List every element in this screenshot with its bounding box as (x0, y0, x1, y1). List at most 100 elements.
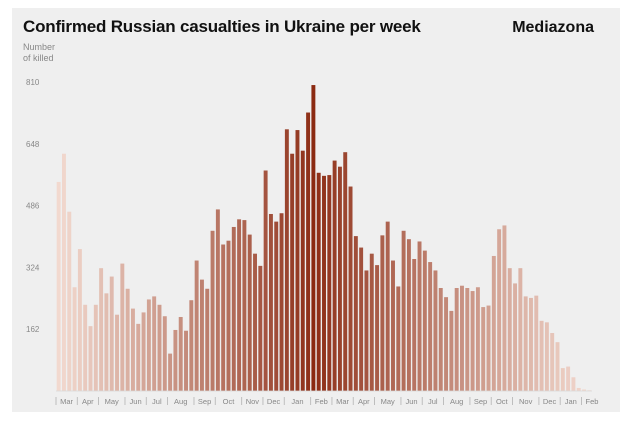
bar (513, 283, 518, 391)
bar (274, 221, 279, 391)
bar (555, 342, 560, 391)
bar (343, 152, 348, 391)
bar (300, 150, 305, 391)
bar (560, 368, 565, 391)
bar (316, 172, 321, 391)
bar (189, 300, 194, 391)
y-axis-label: Number of killed (23, 42, 55, 64)
bar (221, 244, 226, 391)
month-label: Apr (358, 397, 370, 406)
bar (210, 230, 215, 391)
y-axis-label-line-1: Number (23, 42, 56, 52)
bar (146, 299, 151, 391)
bar (242, 220, 247, 391)
bar (444, 297, 449, 391)
bar (337, 166, 342, 391)
bar (428, 262, 433, 391)
bar (194, 260, 199, 391)
bar (173, 329, 178, 391)
bar (72, 287, 77, 391)
bar (396, 286, 401, 391)
bar (534, 295, 539, 391)
month-label: Mar (336, 397, 349, 406)
bar (284, 129, 289, 392)
month-label: May (105, 397, 119, 406)
bar (322, 175, 326, 391)
bar (104, 293, 109, 391)
bar (497, 229, 502, 391)
month-label: Jan (565, 397, 577, 406)
bar (215, 209, 220, 391)
month-label: Jun (130, 397, 142, 406)
bar (56, 181, 61, 391)
bar (67, 211, 72, 391)
bar (295, 130, 300, 391)
bar (571, 377, 576, 391)
bar (77, 249, 82, 391)
bar (205, 288, 210, 391)
month-label: Mar (60, 397, 73, 406)
bar (263, 170, 268, 391)
bar (582, 389, 587, 391)
y-tick-label: 162 (26, 325, 40, 334)
bar (253, 253, 257, 391)
bar (465, 288, 470, 391)
bar (369, 253, 374, 391)
month-label: Nov (519, 397, 533, 406)
bar (475, 287, 480, 391)
bar (93, 304, 98, 391)
bar (385, 221, 390, 391)
bar (523, 296, 528, 391)
bar (152, 296, 157, 391)
bar (353, 236, 358, 391)
bar (576, 387, 581, 391)
bar (99, 268, 104, 391)
month-label: Jun (406, 397, 418, 406)
bar (433, 270, 438, 391)
bar (115, 314, 119, 391)
month-label: Aug (174, 397, 187, 406)
bar (231, 226, 236, 391)
bar (470, 291, 475, 391)
bar (518, 268, 523, 391)
bar (550, 333, 555, 391)
bar (141, 312, 146, 391)
bar (157, 304, 162, 391)
bar (199, 279, 204, 391)
bar (422, 250, 427, 391)
bar (359, 247, 364, 391)
bar (184, 330, 188, 391)
bar (412, 259, 417, 391)
y-tick-label: 648 (26, 140, 40, 149)
bar (529, 297, 533, 391)
bar (449, 310, 454, 391)
bar (375, 265, 380, 391)
month-label: Dec (543, 397, 557, 406)
month-label: Sep (198, 397, 211, 406)
bar (83, 304, 88, 391)
y-tick-label: 810 (26, 78, 40, 87)
y-axis-label-line-2: of killed (23, 53, 54, 63)
bar (237, 219, 242, 391)
month-label: Nov (246, 397, 260, 406)
month-label: May (381, 397, 395, 406)
bar (544, 322, 549, 391)
bar (279, 213, 284, 391)
bar (109, 276, 114, 391)
bar (258, 265, 263, 391)
bar (268, 213, 273, 391)
month-label: Jul (428, 397, 438, 406)
bar (454, 288, 459, 391)
bar (491, 255, 496, 391)
bar (566, 366, 571, 391)
bar (486, 305, 491, 391)
month-label: Oct (223, 397, 236, 406)
bar (460, 285, 464, 391)
month-label: Sep (474, 397, 487, 406)
bar (502, 225, 507, 391)
bar (481, 307, 486, 391)
bar (380, 235, 385, 391)
bar (247, 234, 252, 391)
chart-card: Confirmed Russian casualties in Ukraine … (12, 8, 620, 412)
bar (136, 323, 141, 391)
